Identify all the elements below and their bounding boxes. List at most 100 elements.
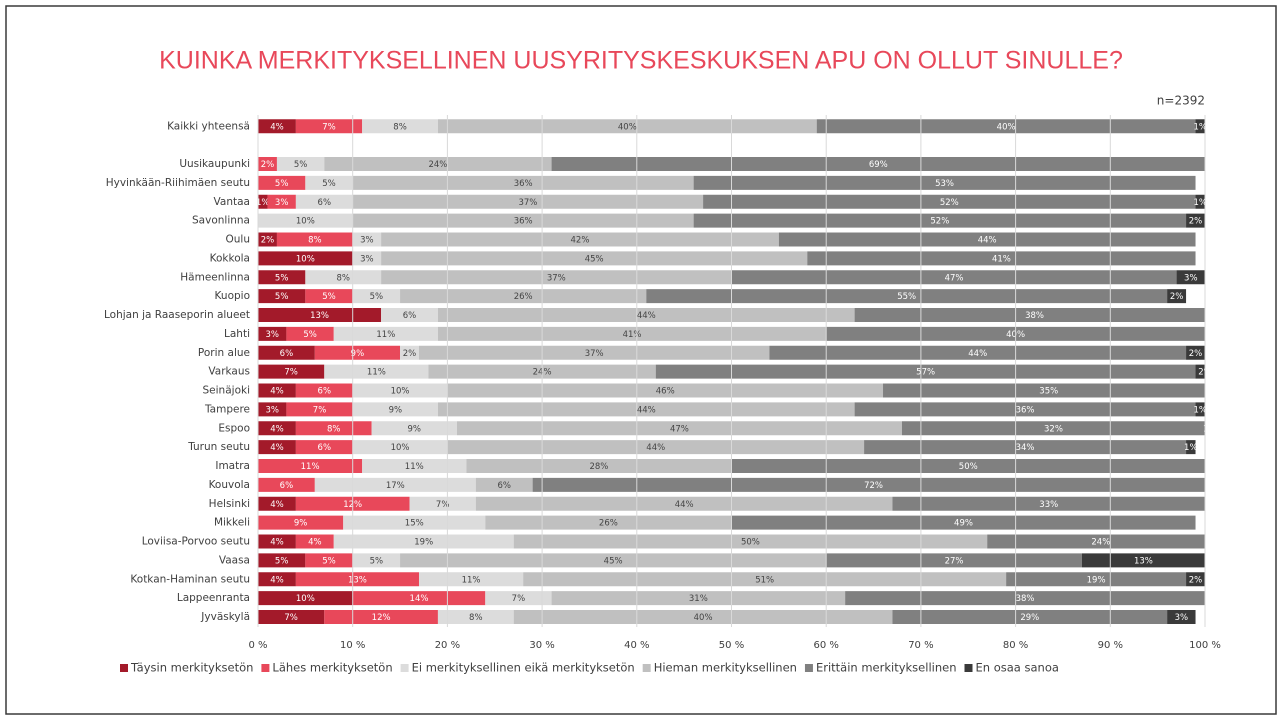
bar-segment	[1081, 553, 1205, 568]
bar-segment	[258, 534, 296, 549]
value-label: 32%	[1044, 424, 1063, 434]
value-label: 7%	[284, 368, 298, 378]
value-label: 5%	[275, 273, 289, 283]
value-label: 10%	[296, 254, 315, 264]
bar-segment	[258, 232, 277, 247]
value-label: 50%	[959, 462, 978, 472]
value-label: 9%	[408, 424, 422, 434]
value-label: 38%	[1016, 594, 1035, 604]
value-label: 45%	[604, 556, 623, 566]
chart-title: KUINKA MERKITYKSELLINEN UUSYRITYSKESKUKS…	[159, 47, 1123, 75]
value-label: 9%	[294, 519, 308, 529]
x-tick-label: 30 %	[529, 640, 554, 651]
value-label: 2%	[1189, 217, 1203, 227]
value-label: 37%	[585, 349, 604, 359]
value-label: 3%	[275, 198, 289, 208]
bar-segment	[1186, 572, 1205, 587]
bar-segment	[258, 383, 296, 398]
bar-segment	[305, 270, 382, 285]
value-label: 44%	[637, 311, 656, 321]
value-label: 6%	[403, 311, 417, 321]
bar-segment	[295, 383, 353, 398]
category-label: Varkaus	[208, 366, 250, 378]
bar-segment	[352, 553, 401, 568]
bar-segment	[305, 553, 353, 568]
bar-segment	[693, 213, 1187, 228]
value-label: 13%	[1134, 556, 1153, 566]
value-label: 44%	[968, 349, 987, 359]
bar-segment	[295, 194, 353, 209]
bar-segment	[258, 289, 306, 304]
x-tick-label: 60 %	[813, 640, 838, 651]
bar-segment	[258, 496, 296, 511]
value-label: 2%	[261, 160, 275, 170]
value-label: 29%	[1020, 613, 1039, 623]
value-label: 2%	[261, 236, 275, 246]
bar-segment	[343, 515, 486, 530]
value-label: 5%	[322, 292, 336, 302]
value-label: 46%	[656, 387, 675, 397]
bar-segment	[295, 440, 353, 455]
value-label: 47%	[670, 424, 689, 434]
bar-segment	[314, 477, 476, 492]
bar-segment	[864, 440, 1187, 455]
category-label: Hämeenlinna	[180, 271, 250, 283]
value-label: 44%	[637, 405, 656, 415]
bar-segment	[1186, 345, 1205, 360]
value-label: 35%	[1039, 387, 1058, 397]
bar-segment	[258, 610, 325, 624]
category-label: Helsinki	[209, 498, 250, 510]
x-tick-label: 80 %	[1003, 640, 1028, 651]
bar-segment	[475, 496, 893, 511]
bar-segment	[258, 477, 315, 492]
x-tick-label: 50 %	[719, 640, 744, 651]
bar-segment	[352, 402, 438, 417]
bar-segment	[362, 119, 438, 134]
legend-swatch	[964, 664, 973, 672]
legend-label: Ei merkityksellinen eikä merkityksetön	[412, 661, 635, 675]
value-label: 7%	[313, 405, 327, 415]
category-label: Lappeenranta	[177, 592, 250, 604]
bar-segment	[523, 572, 1007, 587]
value-label: 37%	[547, 273, 566, 283]
value-label: 55%	[897, 292, 916, 302]
legend-label: Lähes merkityksetön	[272, 661, 392, 675]
category-label: Lohjan ja Raaseporin alueet	[104, 309, 250, 321]
legend-label: Hieman merkityksellinen	[654, 661, 797, 675]
bar-segment	[267, 194, 296, 209]
legend-swatch	[642, 664, 651, 672]
category-label: Kaikki yhteensä	[167, 120, 250, 132]
value-label: 8%	[327, 424, 341, 434]
bar-segment	[892, 496, 1205, 511]
value-label: 3%	[360, 236, 374, 246]
category-label: Kokkola	[210, 252, 250, 264]
value-label: 33%	[1039, 500, 1058, 510]
value-label: 5%	[322, 179, 336, 189]
value-label: 41%	[623, 330, 642, 340]
value-label: 15%	[405, 519, 424, 529]
value-label: 14%	[410, 594, 429, 604]
bar-segment	[258, 119, 296, 134]
bar-segment	[352, 251, 382, 266]
bar-segment	[466, 459, 732, 473]
value-label: 6%	[280, 349, 294, 359]
bar-segment	[731, 270, 1177, 285]
value-label: 10%	[296, 594, 315, 604]
value-label: 36%	[514, 217, 533, 227]
value-label: 26%	[599, 519, 618, 529]
value-label: 57%	[916, 368, 935, 378]
value-label: 13%	[348, 575, 367, 585]
value-label: 1%	[1184, 443, 1198, 453]
value-label: 11%	[367, 368, 386, 378]
category-label: Vaasa	[219, 554, 250, 566]
bar-segment	[883, 383, 1205, 398]
value-label: 40%	[694, 613, 713, 623]
bar-segment	[1006, 572, 1187, 587]
bar-segment	[485, 591, 552, 606]
bar-segment	[456, 421, 902, 436]
bar-segment	[551, 157, 1205, 171]
value-label: 5%	[294, 160, 308, 170]
value-label: 42%	[571, 236, 590, 246]
value-label: 17%	[386, 481, 405, 491]
bar-segment	[485, 515, 732, 530]
